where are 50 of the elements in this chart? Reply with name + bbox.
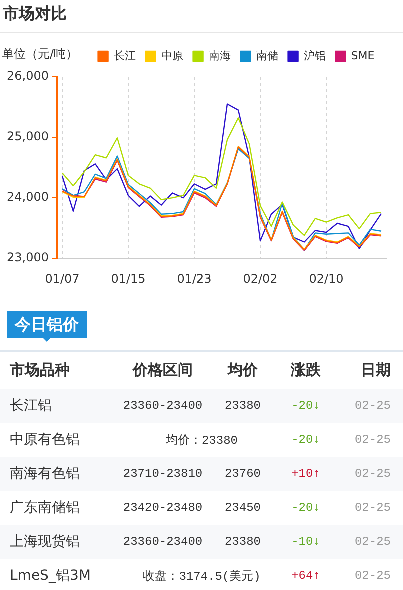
text: 23380 [224,399,261,413]
legend-label: 南海 [208,49,231,62]
text: 收盘：3174.5(美元) [143,570,261,584]
y-tick-label: 26,000 [6,69,49,84]
text: 02-25 [354,399,391,413]
x-tick-label: 01/15 [111,272,146,286]
text: +10↑ [292,467,320,481]
text: 上海现货铝 [10,534,80,550]
text: 广东南储铝 [10,500,80,516]
text: 02-25 [354,433,391,447]
x-tick-label: 01/23 [177,272,212,286]
text: 23760 [224,467,261,481]
text: 23360-23400 [123,399,203,413]
text: 涨跌 [291,361,321,379]
y-tick-label: 25,000 [6,130,49,144]
text: 价格区间 [133,361,193,379]
text: 长江铝 [10,398,52,414]
x-tick-label: 01/07 [45,272,80,286]
text: 中原有色铝 [10,432,80,448]
text: 23360-23400 [123,535,203,549]
text: 日期 [361,361,391,379]
text: -10↓ [292,535,320,549]
text: +64↑ [292,569,320,583]
text: -20↓ [292,399,320,413]
text: 市场品种 [10,361,70,379]
x-tick-label: 02/10 [309,272,344,286]
legend-label: SME [351,49,375,62]
y-tick-label: 23,000 [6,250,49,265]
text: 23710-23810 [123,467,203,481]
y-axis-title: 单位（元/吨） [2,47,78,61]
text: 02-25 [354,501,391,515]
text: LmeS_铝3M [10,568,91,584]
text: 23420-23480 [123,501,203,515]
text: 均价 [228,361,258,379]
text: 02-25 [354,467,391,481]
text: 南海有色铝 [10,466,80,482]
chart-title: 市场对比 [3,4,67,24]
x-tick-label: 02/02 [243,272,278,286]
text: -20↓ [292,433,320,447]
legend-label: 中原 [161,49,184,62]
y-tick-label: 24,000 [6,190,49,204]
legend-label: 长江 [114,49,136,62]
text: 02-25 [354,569,391,583]
text: 23450 [224,501,261,515]
legend-label: 沪铝 [304,49,326,62]
text: 23380 [224,535,261,549]
legend-label: 南储 [256,49,278,62]
text: -20↓ [292,501,320,515]
text: 02-25 [354,535,391,549]
text: 均价：23380 [166,434,238,448]
